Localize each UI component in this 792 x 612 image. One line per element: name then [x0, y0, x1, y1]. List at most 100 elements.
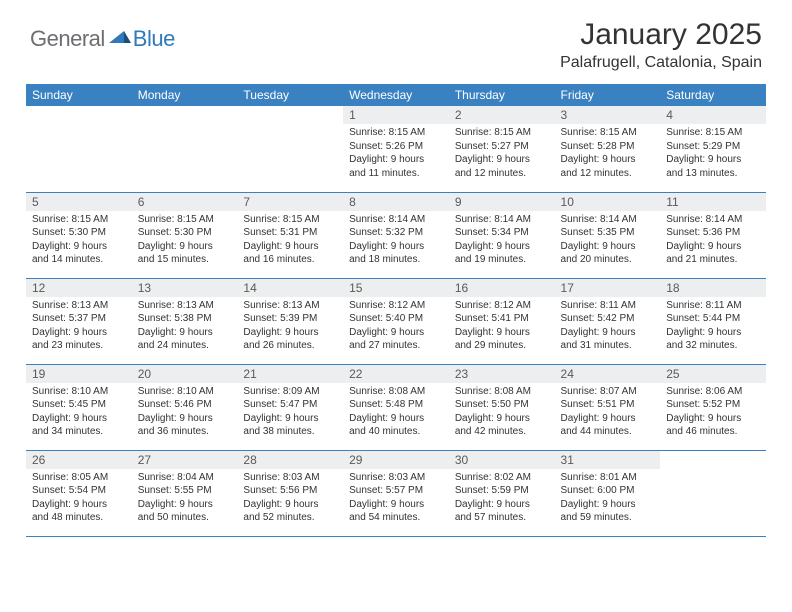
- calendar-day-cell: 8Sunrise: 8:14 AMSunset: 5:32 PMDaylight…: [343, 192, 449, 278]
- sunset-text: Sunset: 5:55 PM: [138, 484, 232, 498]
- sunset-text: Sunset: 5:44 PM: [666, 312, 760, 326]
- day-number: 26: [26, 451, 132, 469]
- day-details: Sunrise: 8:15 AMSunset: 5:30 PMDaylight:…: [26, 211, 132, 271]
- sunset-text: Sunset: 5:35 PM: [561, 226, 655, 240]
- day-number: 23: [449, 365, 555, 383]
- day-number: 12: [26, 279, 132, 297]
- day-details: Sunrise: 8:11 AMSunset: 5:44 PMDaylight:…: [660, 297, 766, 357]
- brand-logo: General Blue: [30, 18, 175, 52]
- daylight-text: Daylight: 9 hours and 29 minutes.: [455, 326, 549, 353]
- sunset-text: Sunset: 5:31 PM: [243, 226, 337, 240]
- day-details: Sunrise: 8:15 AMSunset: 5:31 PMDaylight:…: [237, 211, 343, 271]
- daylight-text: Daylight: 9 hours and 21 minutes.: [666, 240, 760, 267]
- calendar-day-cell: 15Sunrise: 8:12 AMSunset: 5:40 PMDayligh…: [343, 278, 449, 364]
- daylight-text: Daylight: 9 hours and 38 minutes.: [243, 412, 337, 439]
- sunset-text: Sunset: 5:32 PM: [349, 226, 443, 240]
- calendar-week-row: 26Sunrise: 8:05 AMSunset: 5:54 PMDayligh…: [26, 450, 766, 536]
- day-number: 14: [237, 279, 343, 297]
- day-number: 27: [132, 451, 238, 469]
- daylight-text: Daylight: 9 hours and 14 minutes.: [32, 240, 126, 267]
- calendar-day-cell: 7Sunrise: 8:15 AMSunset: 5:31 PMDaylight…: [237, 192, 343, 278]
- daylight-text: Daylight: 9 hours and 42 minutes.: [455, 412, 549, 439]
- daylight-text: Daylight: 9 hours and 23 minutes.: [32, 326, 126, 353]
- calendar-day-cell: 28Sunrise: 8:03 AMSunset: 5:56 PMDayligh…: [237, 450, 343, 536]
- calendar-day-cell: 21Sunrise: 8:09 AMSunset: 5:47 PMDayligh…: [237, 364, 343, 450]
- sunrise-text: Sunrise: 8:11 AM: [666, 299, 760, 313]
- sunset-text: Sunset: 5:46 PM: [138, 398, 232, 412]
- sunset-text: Sunset: 5:30 PM: [138, 226, 232, 240]
- weekday-header: Friday: [555, 84, 661, 106]
- weekday-header: Wednesday: [343, 84, 449, 106]
- day-details: Sunrise: 8:10 AMSunset: 5:46 PMDaylight:…: [132, 383, 238, 443]
- daylight-text: Daylight: 9 hours and 12 minutes.: [455, 153, 549, 180]
- calendar-day-cell: 31Sunrise: 8:01 AMSunset: 6:00 PMDayligh…: [555, 450, 661, 536]
- weekday-header: Sunday: [26, 84, 132, 106]
- daylight-text: Daylight: 9 hours and 27 minutes.: [349, 326, 443, 353]
- calendar-day-cell: [660, 450, 766, 536]
- sunrise-text: Sunrise: 8:08 AM: [349, 385, 443, 399]
- location-label: Palafrugell, Catalonia, Spain: [560, 54, 762, 72]
- sunset-text: Sunset: 5:48 PM: [349, 398, 443, 412]
- sunset-text: Sunset: 5:42 PM: [561, 312, 655, 326]
- sunset-text: Sunset: 5:34 PM: [455, 226, 549, 240]
- page-header: General Blue January 2025 Palafrugell, C…: [0, 0, 792, 78]
- day-details: Sunrise: 8:15 AMSunset: 5:27 PMDaylight:…: [449, 124, 555, 184]
- calendar-day-cell: 6Sunrise: 8:15 AMSunset: 5:30 PMDaylight…: [132, 192, 238, 278]
- calendar-day-cell: 16Sunrise: 8:12 AMSunset: 5:41 PMDayligh…: [449, 278, 555, 364]
- sunrise-text: Sunrise: 8:15 AM: [455, 126, 549, 140]
- daylight-text: Daylight: 9 hours and 57 minutes.: [455, 498, 549, 525]
- day-details: Sunrise: 8:01 AMSunset: 6:00 PMDaylight:…: [555, 469, 661, 529]
- calendar-week-row: 1Sunrise: 8:15 AMSunset: 5:26 PMDaylight…: [26, 106, 766, 192]
- sunrise-text: Sunrise: 8:15 AM: [243, 213, 337, 227]
- daylight-text: Daylight: 9 hours and 13 minutes.: [666, 153, 760, 180]
- day-details: Sunrise: 8:02 AMSunset: 5:59 PMDaylight:…: [449, 469, 555, 529]
- daylight-text: Daylight: 9 hours and 11 minutes.: [349, 153, 443, 180]
- sunrise-text: Sunrise: 8:13 AM: [138, 299, 232, 313]
- sunrise-text: Sunrise: 8:02 AM: [455, 471, 549, 485]
- calendar-day-cell: 30Sunrise: 8:02 AMSunset: 5:59 PMDayligh…: [449, 450, 555, 536]
- day-details: Sunrise: 8:08 AMSunset: 5:48 PMDaylight:…: [343, 383, 449, 443]
- calendar-day-cell: 3Sunrise: 8:15 AMSunset: 5:28 PMDaylight…: [555, 106, 661, 192]
- sunrise-text: Sunrise: 8:14 AM: [455, 213, 549, 227]
- calendar-day-cell: 2Sunrise: 8:15 AMSunset: 5:27 PMDaylight…: [449, 106, 555, 192]
- day-number: 29: [343, 451, 449, 469]
- day-number: 21: [237, 365, 343, 383]
- sunrise-text: Sunrise: 8:09 AM: [243, 385, 337, 399]
- day-number: 9: [449, 193, 555, 211]
- day-number: 19: [26, 365, 132, 383]
- day-number: 28: [237, 451, 343, 469]
- sunset-text: Sunset: 5:38 PM: [138, 312, 232, 326]
- day-number: 17: [555, 279, 661, 297]
- sunset-text: Sunset: 5:50 PM: [455, 398, 549, 412]
- day-number: 15: [343, 279, 449, 297]
- day-details: Sunrise: 8:07 AMSunset: 5:51 PMDaylight:…: [555, 383, 661, 443]
- day-number: 6: [132, 193, 238, 211]
- calendar-day-cell: [26, 106, 132, 192]
- sunset-text: Sunset: 5:45 PM: [32, 398, 126, 412]
- day-number: 10: [555, 193, 661, 211]
- daylight-text: Daylight: 9 hours and 50 minutes.: [138, 498, 232, 525]
- day-details: Sunrise: 8:15 AMSunset: 5:28 PMDaylight:…: [555, 124, 661, 184]
- day-number: 20: [132, 365, 238, 383]
- sunrise-text: Sunrise: 8:03 AM: [243, 471, 337, 485]
- day-number: 8: [343, 193, 449, 211]
- calendar-week-row: 12Sunrise: 8:13 AMSunset: 5:37 PMDayligh…: [26, 278, 766, 364]
- calendar-day-cell: 1Sunrise: 8:15 AMSunset: 5:26 PMDaylight…: [343, 106, 449, 192]
- day-number: 7: [237, 193, 343, 211]
- sunset-text: Sunset: 5:41 PM: [455, 312, 549, 326]
- day-details: Sunrise: 8:03 AMSunset: 5:56 PMDaylight:…: [237, 469, 343, 529]
- day-number: 4: [660, 106, 766, 124]
- sunrise-text: Sunrise: 8:13 AM: [32, 299, 126, 313]
- sunrise-text: Sunrise: 8:14 AM: [666, 213, 760, 227]
- daylight-text: Daylight: 9 hours and 52 minutes.: [243, 498, 337, 525]
- daylight-text: Daylight: 9 hours and 15 minutes.: [138, 240, 232, 267]
- calendar-day-cell: [237, 106, 343, 192]
- sunset-text: Sunset: 5:56 PM: [243, 484, 337, 498]
- sunrise-text: Sunrise: 8:11 AM: [561, 299, 655, 313]
- sunset-text: Sunset: 5:54 PM: [32, 484, 126, 498]
- day-details: Sunrise: 8:13 AMSunset: 5:37 PMDaylight:…: [26, 297, 132, 357]
- daylight-text: Daylight: 9 hours and 16 minutes.: [243, 240, 337, 267]
- sunset-text: Sunset: 5:57 PM: [349, 484, 443, 498]
- daylight-text: Daylight: 9 hours and 59 minutes.: [561, 498, 655, 525]
- day-number: 5: [26, 193, 132, 211]
